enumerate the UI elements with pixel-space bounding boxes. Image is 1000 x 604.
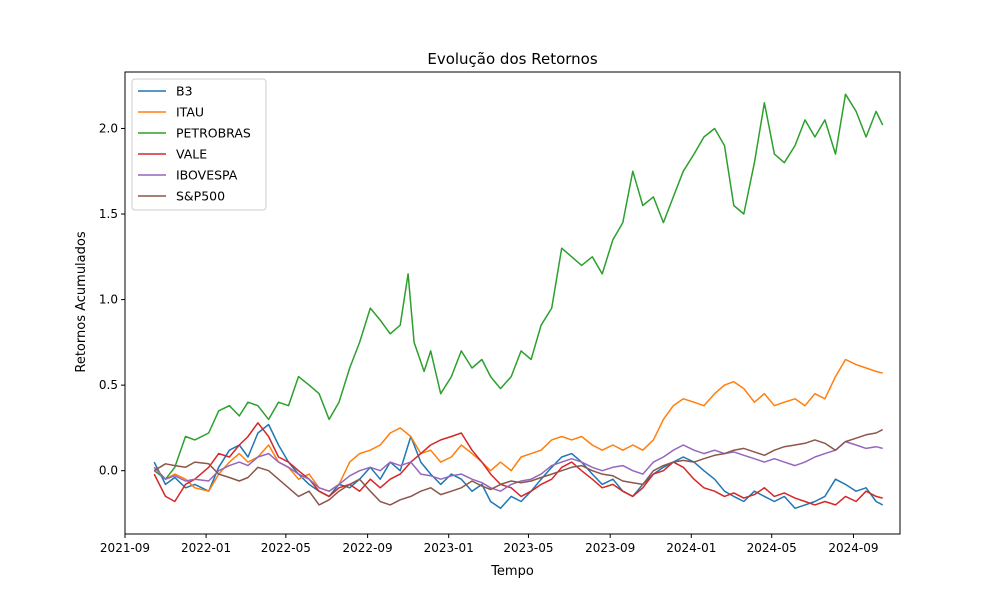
- x-tick-label: 2023-01: [424, 541, 474, 555]
- x-tick-label: 2024-05: [747, 541, 797, 555]
- y-tick-label: 1.0: [99, 293, 118, 307]
- series-line-s-p500: [153, 428, 884, 506]
- x-tick-label: 2021-09: [100, 541, 150, 555]
- y-tick-label: 2.0: [99, 121, 118, 135]
- legend-label: VALE: [176, 147, 207, 162]
- series-line-b3: [153, 423, 884, 510]
- y-axis: 0.0 0.5 1.0 1.5 2.0: [99, 121, 125, 478]
- axes-frame: [124, 71, 901, 535]
- legend-label: ITAU: [176, 105, 204, 120]
- legend-label: S&P500: [176, 189, 225, 204]
- series-line-ibovespa: [153, 440, 883, 492]
- x-axis: 2021-09 2022-01 2022-05 2022-09 2023-01 2023-…: [100, 534, 879, 555]
- legend-label: PETROBRAS: [176, 126, 251, 141]
- y-axis-label: Retornos Acumulados: [74, 231, 89, 372]
- y-tick-label: 0.5: [99, 378, 118, 392]
- x-tick-label: 2023-05: [503, 541, 553, 555]
- series-line-itau: [153, 358, 883, 492]
- series-line-vale: [153, 422, 883, 506]
- x-tick-label: 2022-05: [261, 541, 311, 555]
- x-tick-label: 2024-01: [666, 541, 716, 555]
- chart-title: Evolução dos Retornos: [427, 50, 597, 68]
- y-tick-label: 1.5: [99, 207, 118, 221]
- x-tick-label: 2023-09: [585, 541, 635, 555]
- x-axis-label: Tempo: [490, 564, 534, 579]
- y-tick-label: 0.0: [99, 464, 118, 478]
- series-line-petrobras: [153, 93, 884, 480]
- x-tick-label: 2022-09: [343, 541, 393, 555]
- x-tick-label: 2022-01: [181, 541, 231, 555]
- plot-area: [153, 93, 884, 510]
- legend-label: IBOVESPA: [176, 168, 238, 183]
- x-tick-label: 2024-09: [828, 541, 878, 555]
- legend: B3 ITAU PETROBRAS VALE IBOVESPA S&P500: [131, 78, 267, 211]
- legend-label: B3: [176, 84, 193, 99]
